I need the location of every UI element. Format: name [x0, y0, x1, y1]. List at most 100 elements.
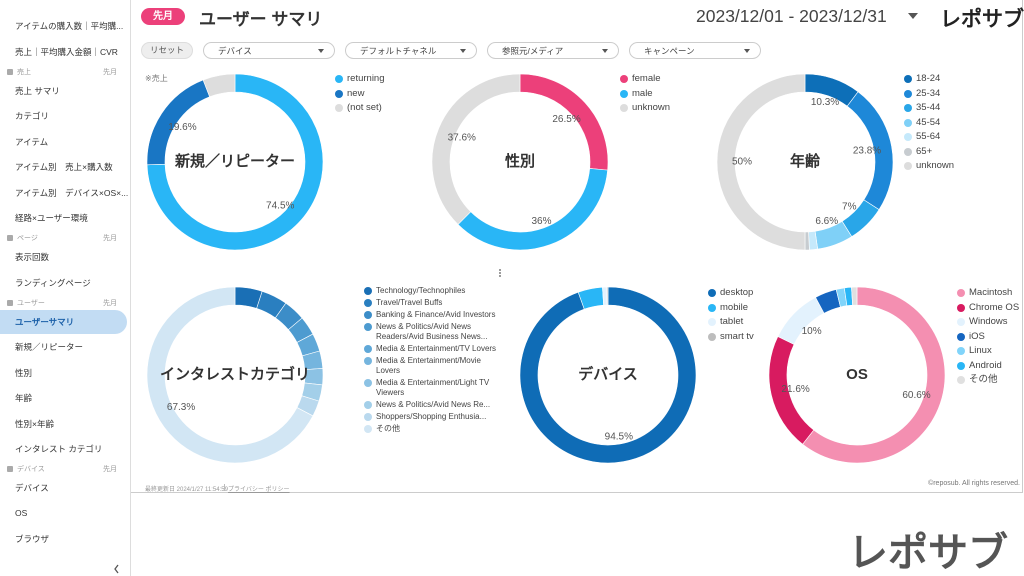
legend-swatch: [335, 104, 343, 113]
legend-label: Media & Entertainment/Movie Lovers: [376, 356, 481, 375]
nav-item[interactable]: ユーザーサマリ: [15, 316, 75, 327]
legend-label: 18-24: [916, 73, 941, 84]
legend-label: Shoppers/Shopping Enthusia...: [376, 412, 487, 421]
legend-item: Media & Entertainment/Light TV Viewers: [364, 378, 502, 398]
footer-separator: [224, 484, 225, 491]
nav-item[interactable]: 年齢: [15, 393, 33, 403]
slice-label: 60.6%: [902, 390, 930, 401]
section-icon: [7, 299, 13, 306]
nav-item[interactable]: インタレスト カテゴリ: [15, 444, 103, 454]
legend-swatch: [364, 379, 372, 387]
legend-swatch: [957, 332, 965, 341]
filter-dropdown[interactable]: 参照元/メディア: [487, 42, 619, 59]
nav-item[interactable]: アイテム: [15, 136, 49, 147]
nav-item[interactable]: デバイス: [15, 483, 49, 493]
legend-label: Chrome OS: [969, 301, 1020, 313]
filter-label: デフォルトチャネル: [360, 46, 437, 56]
legend-label: unknown: [632, 102, 671, 113]
donut-slice: [457, 168, 608, 251]
nav-item[interactable]: カテゴリ: [15, 111, 50, 121]
legend-item: female: [620, 72, 710, 87]
legend-item: (not set): [335, 101, 425, 116]
legend-swatch: [957, 361, 965, 370]
nav-item[interactable]: ブラウザ: [15, 534, 50, 544]
filter-dropdown[interactable]: デフォルトチャネル: [345, 42, 477, 59]
nav-item[interactable]: ランディングページ: [15, 277, 91, 288]
legend-swatch: [957, 318, 965, 327]
collapse-button[interactable]: [112, 564, 122, 574]
legend-label: Media & Entertainment/Light TV Viewers: [376, 378, 490, 397]
legend-item: News & Politics/Avid News Readers/Avid B…: [364, 322, 502, 342]
nav-item[interactable]: 表示回数: [15, 252, 50, 262]
legend-item: 65+: [904, 145, 1004, 160]
legend-item: returning: [335, 72, 425, 87]
dropdown-caret: [602, 49, 608, 53]
donut-slice: [716, 73, 806, 251]
legend-item: その他: [957, 373, 1023, 388]
legend-label: News & Politics/Avid News Readers/Avid B…: [376, 322, 488, 341]
legend-label: その他: [376, 424, 400, 433]
legend-label: returning: [347, 73, 385, 84]
reset-button[interactable]: リセット: [141, 42, 193, 59]
legend-swatch: [364, 323, 372, 331]
nav-item[interactable]: 売上｜平均購入金額｜CVR: [15, 46, 118, 57]
legend-swatch: [364, 357, 372, 365]
legend-item: Macintosh: [957, 286, 1023, 301]
donut-slice: [602, 286, 608, 306]
legend-item: 55-64: [904, 130, 1004, 145]
donut-slice: [519, 286, 697, 464]
legend-swatch: [904, 89, 912, 98]
nav-item[interactable]: 性別: [15, 367, 33, 378]
legend-swatch: [335, 89, 343, 98]
date-dropdown[interactable]: [908, 13, 918, 19]
dropdown-caret: [744, 49, 750, 53]
legend-item: iOS: [957, 330, 1023, 345]
nav-item[interactable]: OS: [15, 507, 28, 518]
date-range[interactable]: 2023/12/01 - 2023/12/31: [696, 6, 887, 26]
legend-swatch: [620, 75, 628, 84]
page-title: ユーザー サマリ: [199, 10, 323, 29]
caret: [602, 49, 608, 53]
legend-swatch: [957, 347, 965, 356]
legend-label: (not set): [347, 102, 382, 113]
nav-item[interactable]: アイテム別 デバイス×OS×...: [15, 187, 129, 198]
legend-label: Media & Entertainment/TV Lovers: [376, 344, 497, 353]
legend-label: Macintosh: [969, 287, 1013, 298]
slice-label: 6.6%: [815, 216, 838, 227]
legend-swatch: [957, 376, 965, 385]
nav-item[interactable]: 売上 サマリ: [15, 85, 60, 96]
caret: [318, 49, 324, 53]
nav-item[interactable]: 経路×ユーザー環境: [15, 213, 88, 223]
legend-label: Windows: [969, 316, 1008, 327]
legend: Technology/Technophiles Travel/Travel Buf…: [364, 286, 502, 436]
slice-label: 21.6%: [781, 384, 809, 395]
section-title: ページ: [17, 235, 38, 242]
legend-item: Media & Entertainment/Movie Lovers: [364, 356, 502, 376]
privacy-link[interactable]: プライバシー ポリシー: [228, 487, 290, 493]
section-title: デバイス: [17, 466, 45, 473]
donut-slice: [804, 231, 810, 251]
nav-item[interactable]: 新規／リピーター: [15, 342, 84, 352]
nav-item[interactable]: 性別×年齢: [15, 418, 54, 429]
legend-swatch: [708, 318, 716, 327]
nav-item[interactable]: アイテム別 売上×購入数: [15, 162, 113, 172]
donut-slice: [606, 286, 609, 306]
donut-slice: [146, 286, 314, 464]
filter-dropdown[interactable]: キャンペーン: [629, 42, 761, 59]
nav-item[interactable]: アイテムの購入数｜平均購...: [15, 21, 124, 31]
donut-slice: [431, 73, 521, 225]
legend-item: tablet: [708, 315, 798, 330]
section-period: 先月: [103, 299, 117, 307]
legend-swatch: [620, 104, 628, 113]
legend-item: male: [620, 87, 710, 102]
section-icon: [7, 235, 13, 241]
legend-swatch: [364, 413, 372, 421]
section-period: 先月: [103, 466, 117, 473]
slice-label: 37.6%: [448, 133, 476, 144]
filter-dropdown[interactable]: デバイス: [203, 42, 335, 59]
legend-item: 25-34: [904, 87, 1004, 102]
filter-label: キャンペーン: [644, 46, 695, 56]
chart-title: 年齢: [790, 152, 821, 170]
legend-label: 65+: [916, 145, 933, 157]
chart-title: 性別: [505, 152, 535, 170]
